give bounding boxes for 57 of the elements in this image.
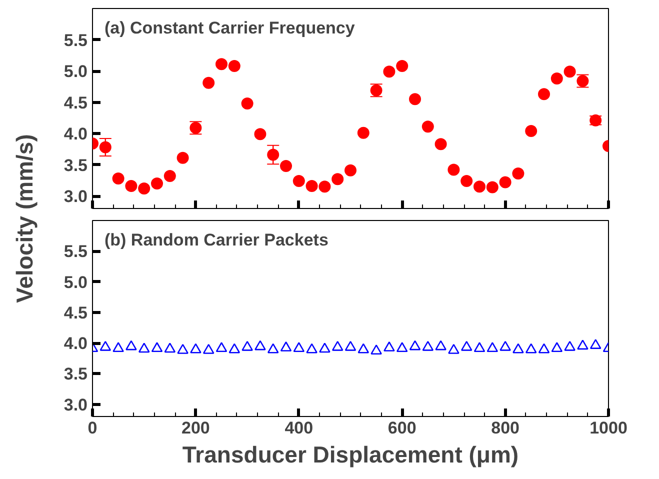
point: [486, 181, 498, 194]
point: [125, 180, 138, 192]
y-tick-label: 3.0: [64, 187, 88, 206]
y-tick-label: 5.0: [64, 62, 88, 81]
y-tick-label: 4.0: [64, 124, 88, 144]
y-tick-label: 3.0: [64, 395, 88, 414]
point: [202, 76, 215, 89]
y-tick-label: 5.0: [64, 272, 88, 292]
y-tick-label: 4.5: [64, 303, 88, 322]
point: [460, 175, 473, 187]
point: [254, 128, 266, 140]
point: [112, 172, 124, 184]
x-tick-label: 400: [284, 418, 314, 438]
point: [151, 178, 163, 190]
point: [138, 182, 150, 194]
point: [474, 180, 486, 193]
point: [344, 164, 356, 176]
point: [422, 120, 434, 133]
point: [448, 164, 460, 176]
point: [176, 152, 189, 164]
y-tick-label: 4.5: [64, 93, 88, 112]
point: [267, 148, 280, 161]
y-tick-label: 3.5: [64, 156, 88, 175]
x-tick-label: 200: [182, 418, 210, 438]
point: [525, 125, 538, 137]
point: [306, 180, 318, 192]
point: [280, 160, 292, 172]
point: [564, 66, 576, 78]
x-axis-title: Transducer Displacement (μm): [182, 442, 519, 468]
point: [292, 175, 305, 187]
y-tick-label: 3.5: [64, 364, 88, 384]
point: [228, 60, 240, 72]
point: [396, 60, 408, 72]
point: [99, 141, 112, 154]
y-axis-title: Velocity (mm/s): [12, 134, 38, 303]
point: [164, 170, 176, 182]
point: [409, 93, 421, 106]
y-tick-label: 4.0: [64, 334, 88, 353]
point: [357, 126, 370, 139]
x-tick-label: 600: [388, 418, 416, 438]
x-tick-label: 0: [88, 418, 98, 438]
y-tick-label: 5.5: [64, 242, 88, 262]
point: [241, 98, 254, 110]
point: [499, 176, 512, 188]
point: [216, 58, 228, 70]
text: (b) Random Carrier Packets: [104, 230, 328, 250]
point: [332, 173, 344, 186]
point: [434, 138, 447, 150]
point: [318, 180, 331, 193]
y-tick-label: 5.5: [64, 30, 88, 50]
x-tick-label: 800: [491, 418, 520, 438]
point: [538, 88, 550, 100]
point: [383, 66, 396, 78]
text: (a) Constant Carrier Frequency: [104, 18, 356, 38]
point: [550, 72, 563, 84]
point: [512, 168, 524, 180]
x-tick-label: 1000: [590, 418, 628, 438]
